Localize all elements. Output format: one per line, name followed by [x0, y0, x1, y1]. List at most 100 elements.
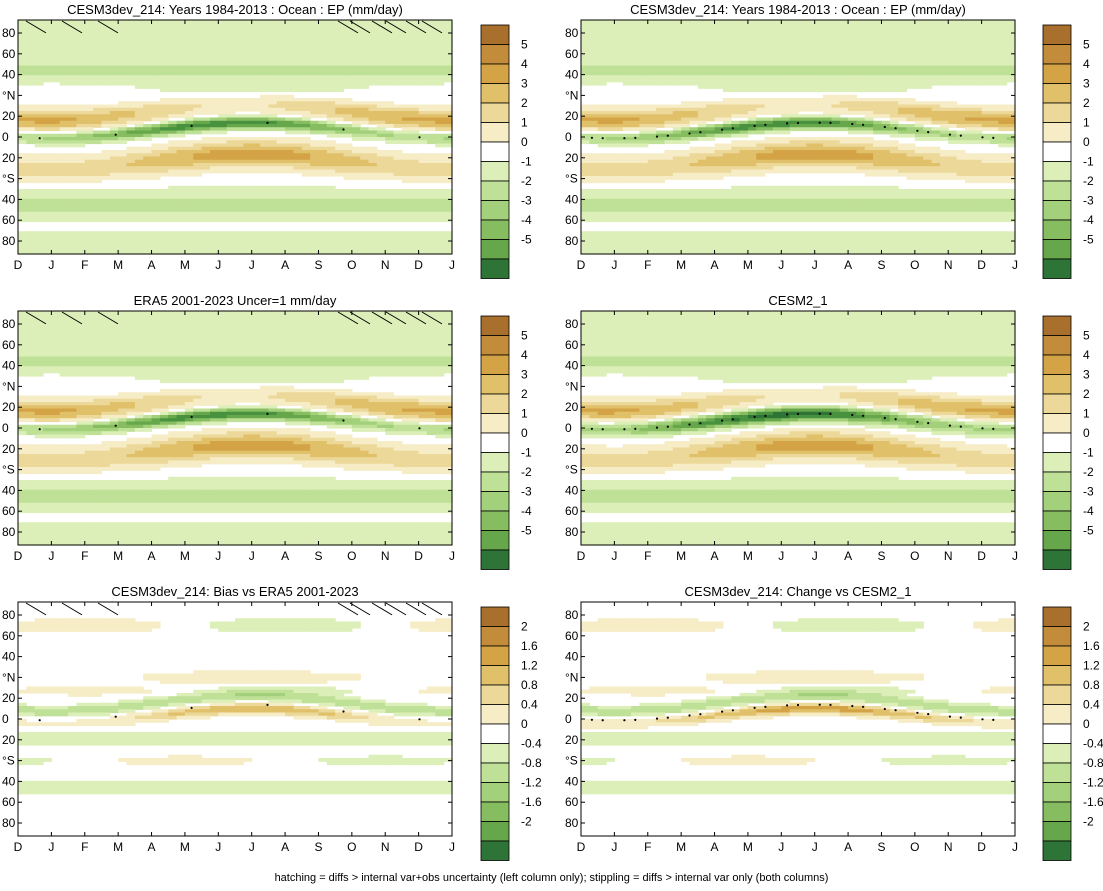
heatmap-cell — [839, 137, 849, 141]
heatmap-cell — [622, 117, 632, 122]
heatmap-cell — [360, 120, 370, 125]
heatmap-cell — [176, 78, 186, 83]
heatmap-cell — [84, 130, 94, 135]
heatmap-cell — [989, 72, 999, 76]
heatmap-cell — [789, 150, 799, 154]
heatmap-cell — [647, 52, 657, 57]
heatmap-cell — [34, 202, 44, 206]
heatmap-cell — [889, 140, 899, 145]
heatmap-cell — [798, 127, 807, 132]
heatmap-cell — [443, 42, 453, 47]
heatmap-cell — [51, 153, 61, 158]
heatmap-cell — [218, 241, 228, 245]
heatmap-cell — [435, 114, 445, 119]
heatmap-cell — [881, 124, 891, 128]
heatmap-cell — [856, 72, 866, 76]
heatmap-cell — [589, 62, 599, 67]
heatmap-cell — [260, 101, 269, 106]
heatmap-cell — [360, 111, 370, 115]
heatmap-cell — [68, 156, 78, 161]
heatmap-cell — [43, 65, 52, 70]
heatmap-cell — [706, 26, 716, 31]
heatmap-cell — [368, 23, 378, 28]
heatmap-cell — [789, 20, 799, 24]
heatmap-cell — [360, 169, 370, 174]
heatmap-cell — [276, 234, 286, 239]
heatmap-cell — [335, 205, 345, 210]
heatmap-cell — [209, 72, 219, 76]
heatmap-cell — [226, 146, 236, 151]
heatmap-cell — [26, 49, 36, 54]
heatmap-cell — [18, 29, 27, 34]
heatmap-cell — [318, 101, 328, 106]
heatmap-cell — [756, 36, 766, 41]
heatmap-cell — [689, 133, 699, 138]
heatmap-cell — [622, 52, 632, 57]
heatmap-cell — [251, 36, 261, 41]
heatmap-cell — [226, 20, 236, 24]
heatmap-cell — [310, 26, 320, 31]
heatmap-cell — [756, 120, 766, 125]
heatmap-cell — [18, 218, 27, 223]
heatmap-cell — [697, 52, 707, 57]
heatmap-cell — [293, 169, 303, 174]
heatmap-cell — [268, 153, 278, 158]
heatmap-cell — [739, 104, 749, 109]
heatmap-cell — [864, 68, 874, 73]
heatmap-cell — [243, 198, 253, 203]
heatmap-cell — [59, 156, 69, 161]
heatmap-cell — [823, 124, 832, 128]
heatmap-cell — [1006, 133, 1016, 138]
heatmap-cell — [251, 124, 261, 128]
heatmap-cell — [681, 120, 691, 125]
heatmap-cell — [176, 42, 186, 47]
heatmap-cell — [368, 36, 378, 41]
heatmap-cell — [184, 23, 194, 28]
heatmap-cell — [143, 78, 153, 83]
heatmap-cell — [806, 104, 816, 109]
heatmap-cell — [118, 140, 128, 145]
heatmap-cell — [193, 140, 203, 145]
heatmap-cell — [343, 26, 353, 31]
heatmap-cell — [435, 26, 445, 31]
heatmap-cell — [426, 42, 436, 47]
heatmap-cell — [235, 88, 244, 93]
heatmap-cell — [351, 52, 361, 57]
heatmap-cell — [268, 124, 278, 128]
hatching — [25, 20, 443, 34]
heatmap-cell — [209, 59, 219, 63]
heatmap-cell — [276, 156, 286, 161]
heatmap-cell — [889, 146, 899, 151]
heatmap-cell — [143, 107, 153, 112]
heatmap-cell — [839, 36, 849, 41]
heatmap-cell — [664, 68, 674, 73]
heatmap-cell — [235, 247, 244, 252]
heatmap-cell — [243, 107, 253, 112]
heatmap-cell — [134, 205, 144, 210]
heatmap-cell — [647, 81, 657, 86]
heatmap-cell — [368, 169, 378, 174]
heatmap-cell — [856, 59, 866, 63]
heatmap-cell — [789, 78, 799, 83]
heatmap-cell — [343, 169, 353, 174]
heatmap-cell — [589, 39, 599, 44]
heatmap-cell — [881, 107, 891, 112]
heatmap-cell — [898, 111, 908, 115]
heatmap-cell — [209, 81, 219, 86]
heatmap-cell — [772, 127, 782, 132]
heatmap-cell — [26, 208, 36, 213]
heatmap-cell — [964, 20, 974, 24]
heatmap-cell — [906, 59, 916, 63]
heatmap-cell — [268, 81, 278, 86]
heatmap-cell — [656, 68, 666, 73]
heatmap-cell — [385, 202, 395, 206]
heatmap-cell — [335, 98, 345, 102]
heatmap-cell — [84, 36, 94, 41]
heatmap-cell — [606, 127, 615, 132]
heatmap-cell — [410, 231, 420, 236]
heatmap-cell — [435, 208, 445, 213]
heatmap-cell — [18, 153, 27, 158]
heatmap-cell — [639, 124, 649, 128]
heatmap-cell — [781, 143, 791, 148]
heatmap-cell — [981, 114, 991, 119]
